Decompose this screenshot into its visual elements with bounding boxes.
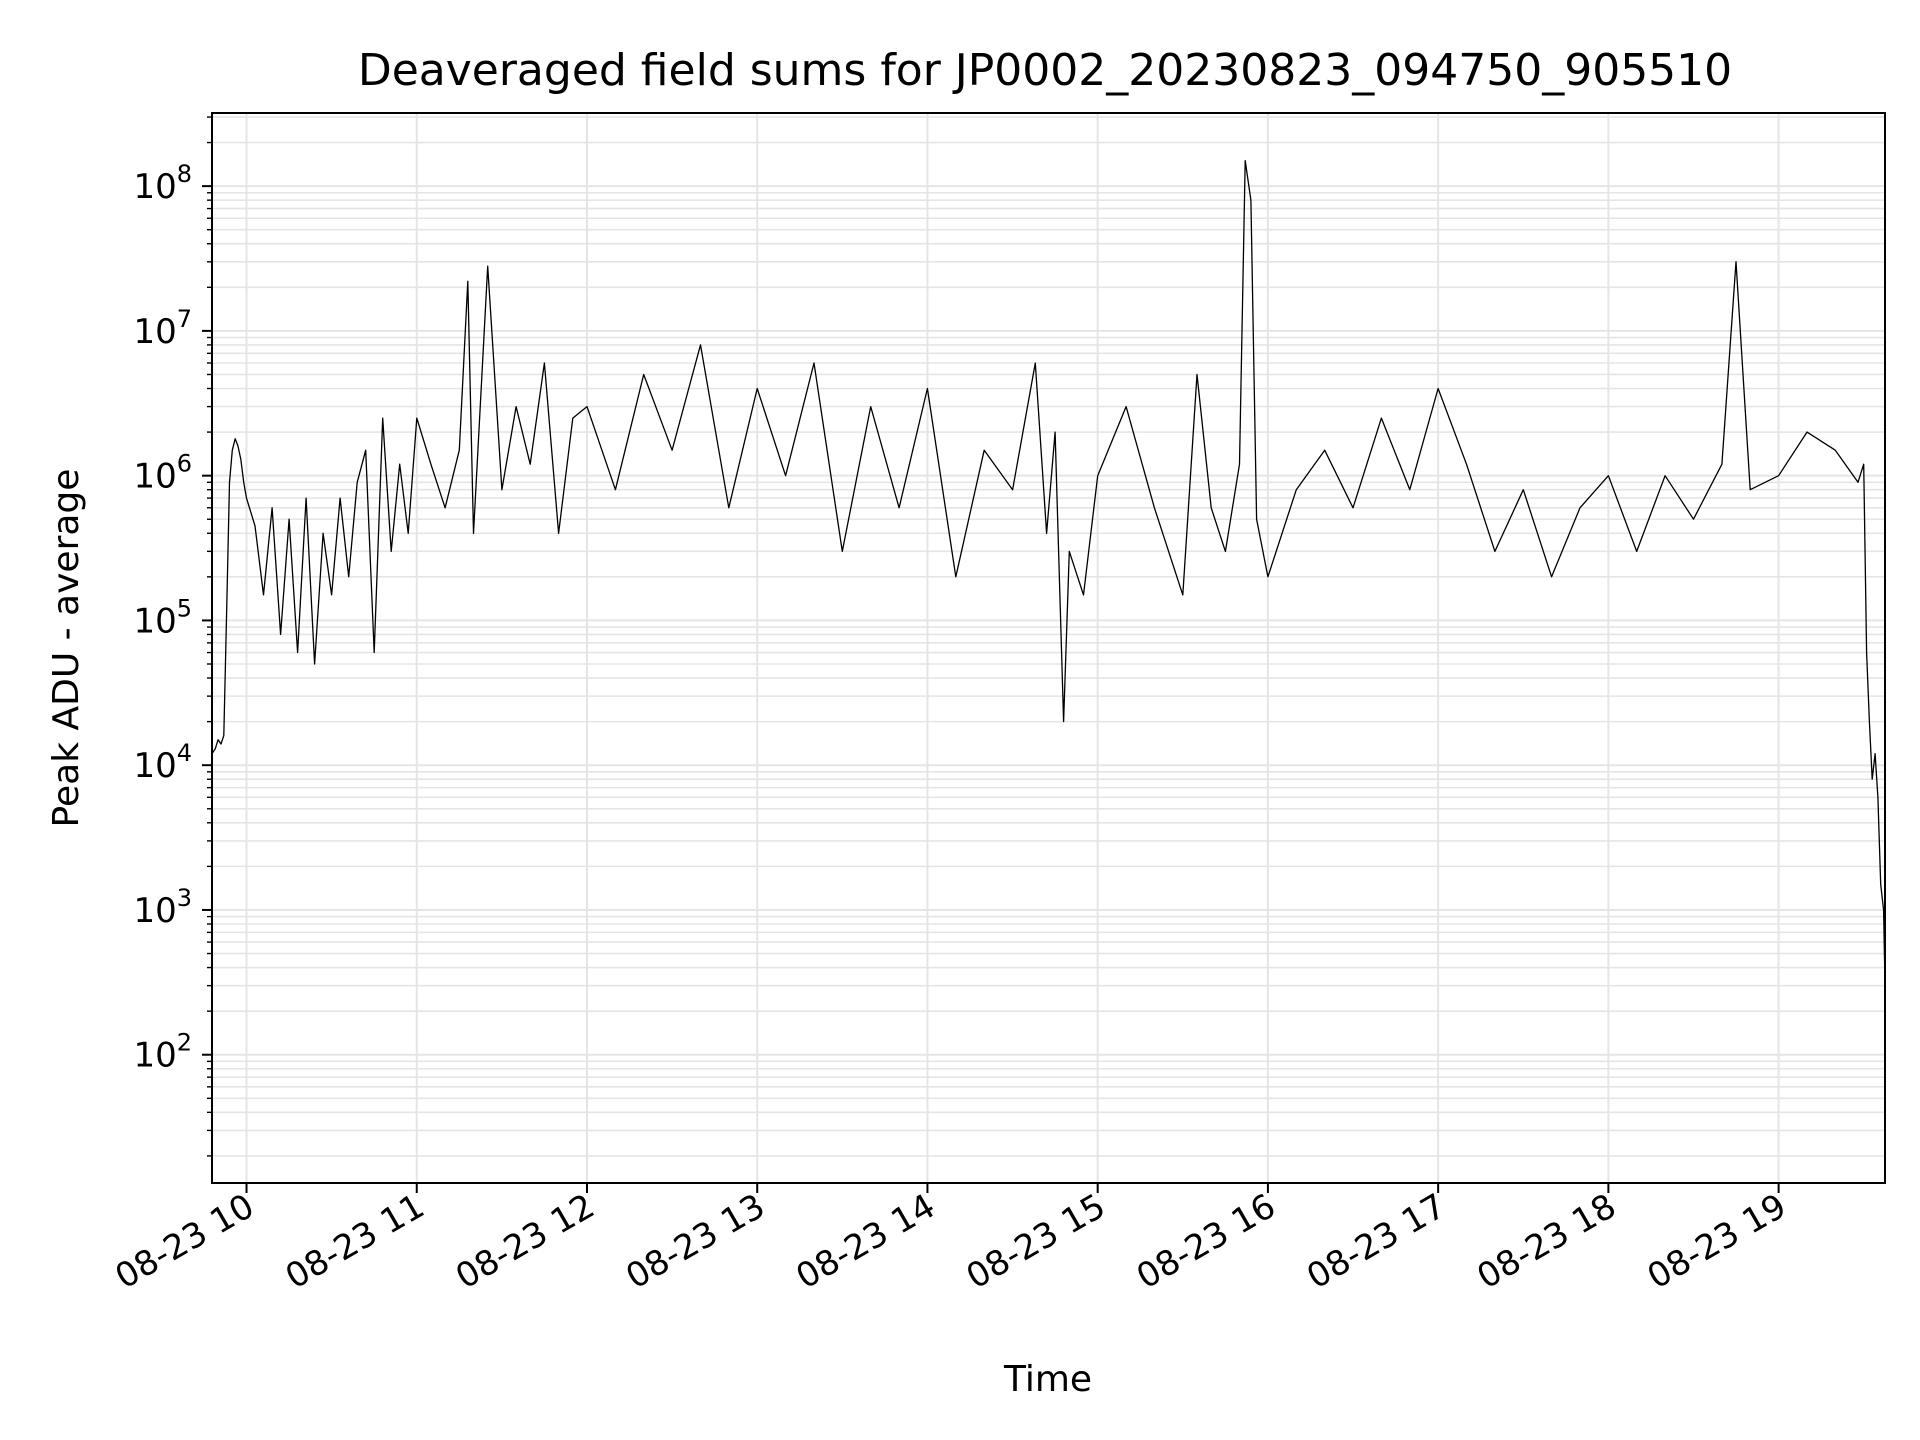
grid — [212, 113, 1885, 1183]
y-axis: 102 103 104 105 106 107 108 — [133, 116, 212, 1157]
y-tick-label: 108 — [133, 160, 192, 207]
x-axis-label: Time — [1003, 1359, 1092, 1400]
y-tick-label: 104 — [133, 739, 192, 786]
y-tick-label: 107 — [133, 305, 192, 352]
chart-title: Deaveraged field sums for JP0002_2023082… — [358, 45, 1732, 96]
y-axis-label: Peak ADU - average — [46, 469, 87, 828]
series-layer — [211, 159, 1886, 986]
y-tick-label: 102 — [133, 1029, 192, 1076]
plot-frame — [211, 112, 1886, 1184]
y-tick-label: 103 — [133, 884, 192, 931]
series-line — [211, 159, 1886, 986]
y-tick-label: 106 — [133, 450, 192, 497]
y-tick-label: 105 — [133, 594, 192, 641]
